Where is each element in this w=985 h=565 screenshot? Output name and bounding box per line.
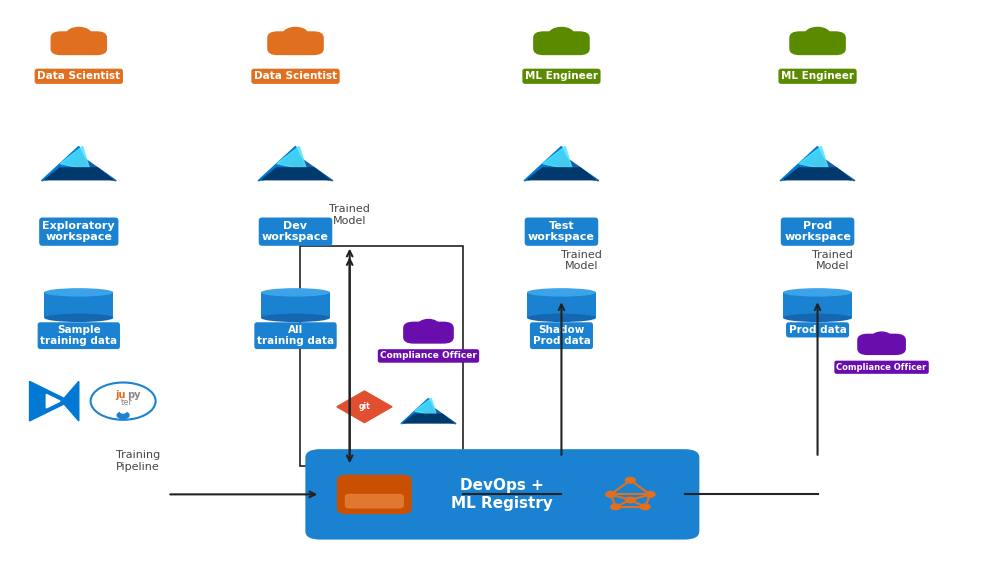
Circle shape	[66, 28, 92, 42]
Text: ML Engineer: ML Engineer	[781, 71, 854, 81]
Circle shape	[625, 497, 635, 503]
Circle shape	[645, 492, 655, 497]
FancyBboxPatch shape	[337, 475, 412, 514]
Text: Shadow
Prod data: Shadow Prod data	[533, 325, 590, 346]
Text: Trained
Model: Trained Model	[329, 205, 370, 226]
Polygon shape	[45, 168, 112, 180]
Circle shape	[419, 319, 439, 331]
Ellipse shape	[783, 314, 852, 322]
Polygon shape	[401, 398, 436, 424]
Polygon shape	[421, 406, 456, 424]
Polygon shape	[784, 168, 851, 180]
Circle shape	[283, 28, 308, 42]
FancyBboxPatch shape	[268, 32, 323, 54]
Text: git: git	[359, 402, 370, 411]
Polygon shape	[258, 146, 306, 181]
Polygon shape	[337, 391, 392, 423]
Polygon shape	[524, 146, 572, 181]
Circle shape	[549, 28, 574, 42]
Text: DevOps +
ML Registry: DevOps + ML Registry	[451, 478, 554, 511]
FancyBboxPatch shape	[858, 334, 905, 354]
Text: Prod data: Prod data	[789, 325, 846, 335]
FancyBboxPatch shape	[261, 293, 330, 318]
Polygon shape	[277, 146, 306, 170]
FancyBboxPatch shape	[51, 32, 106, 54]
FancyBboxPatch shape	[261, 293, 330, 318]
Text: Compliance Officer: Compliance Officer	[380, 351, 477, 360]
Text: Dev
workspace: Dev workspace	[262, 221, 329, 242]
Text: All
training data: All training data	[257, 325, 334, 346]
Polygon shape	[543, 146, 572, 170]
Circle shape	[91, 383, 156, 420]
FancyBboxPatch shape	[534, 32, 589, 54]
FancyBboxPatch shape	[527, 293, 596, 318]
Text: Training
Pipeline: Training Pipeline	[116, 450, 160, 472]
Text: Exploratory
workspace: Exploratory workspace	[42, 221, 115, 242]
FancyBboxPatch shape	[404, 322, 453, 343]
Text: Data Scientist: Data Scientist	[37, 71, 120, 81]
Polygon shape	[285, 157, 333, 181]
FancyBboxPatch shape	[345, 494, 404, 508]
Circle shape	[120, 410, 126, 413]
Polygon shape	[551, 157, 599, 181]
Ellipse shape	[261, 314, 330, 322]
Text: ter: ter	[121, 398, 133, 407]
Circle shape	[611, 504, 621, 510]
Text: ML Engineer: ML Engineer	[525, 71, 598, 81]
FancyBboxPatch shape	[305, 449, 699, 540]
Polygon shape	[780, 146, 828, 181]
Circle shape	[872, 332, 891, 343]
Text: Compliance Officer: Compliance Officer	[836, 363, 927, 372]
Circle shape	[117, 412, 129, 419]
Circle shape	[625, 477, 635, 483]
Text: Trained
Model: Trained Model	[812, 250, 853, 271]
Polygon shape	[30, 381, 79, 421]
Text: Test
workspace: Test workspace	[528, 221, 595, 242]
Polygon shape	[528, 168, 595, 180]
Ellipse shape	[527, 314, 596, 322]
Text: py: py	[127, 390, 141, 400]
Text: ju: ju	[115, 390, 126, 400]
Polygon shape	[60, 146, 90, 170]
Ellipse shape	[44, 288, 113, 297]
Polygon shape	[415, 398, 436, 416]
Ellipse shape	[783, 288, 852, 297]
Circle shape	[606, 492, 616, 497]
Ellipse shape	[44, 314, 113, 322]
FancyBboxPatch shape	[783, 293, 852, 318]
Ellipse shape	[527, 288, 596, 297]
Text: Sample
training data: Sample training data	[40, 325, 117, 346]
Ellipse shape	[261, 288, 330, 297]
Polygon shape	[262, 168, 329, 180]
FancyBboxPatch shape	[44, 293, 113, 318]
Polygon shape	[68, 157, 116, 181]
Circle shape	[640, 504, 650, 510]
Text: Trained
Model: Trained Model	[560, 250, 602, 271]
FancyBboxPatch shape	[44, 293, 113, 318]
Polygon shape	[799, 146, 828, 170]
FancyBboxPatch shape	[790, 32, 845, 54]
FancyBboxPatch shape	[527, 293, 596, 318]
Circle shape	[805, 28, 830, 42]
Polygon shape	[41, 146, 90, 181]
FancyBboxPatch shape	[783, 293, 852, 318]
Polygon shape	[404, 414, 453, 423]
Text: Prod
workspace: Prod workspace	[784, 221, 851, 242]
Polygon shape	[807, 157, 855, 181]
Polygon shape	[46, 394, 60, 408]
Text: Data Scientist: Data Scientist	[254, 71, 337, 81]
